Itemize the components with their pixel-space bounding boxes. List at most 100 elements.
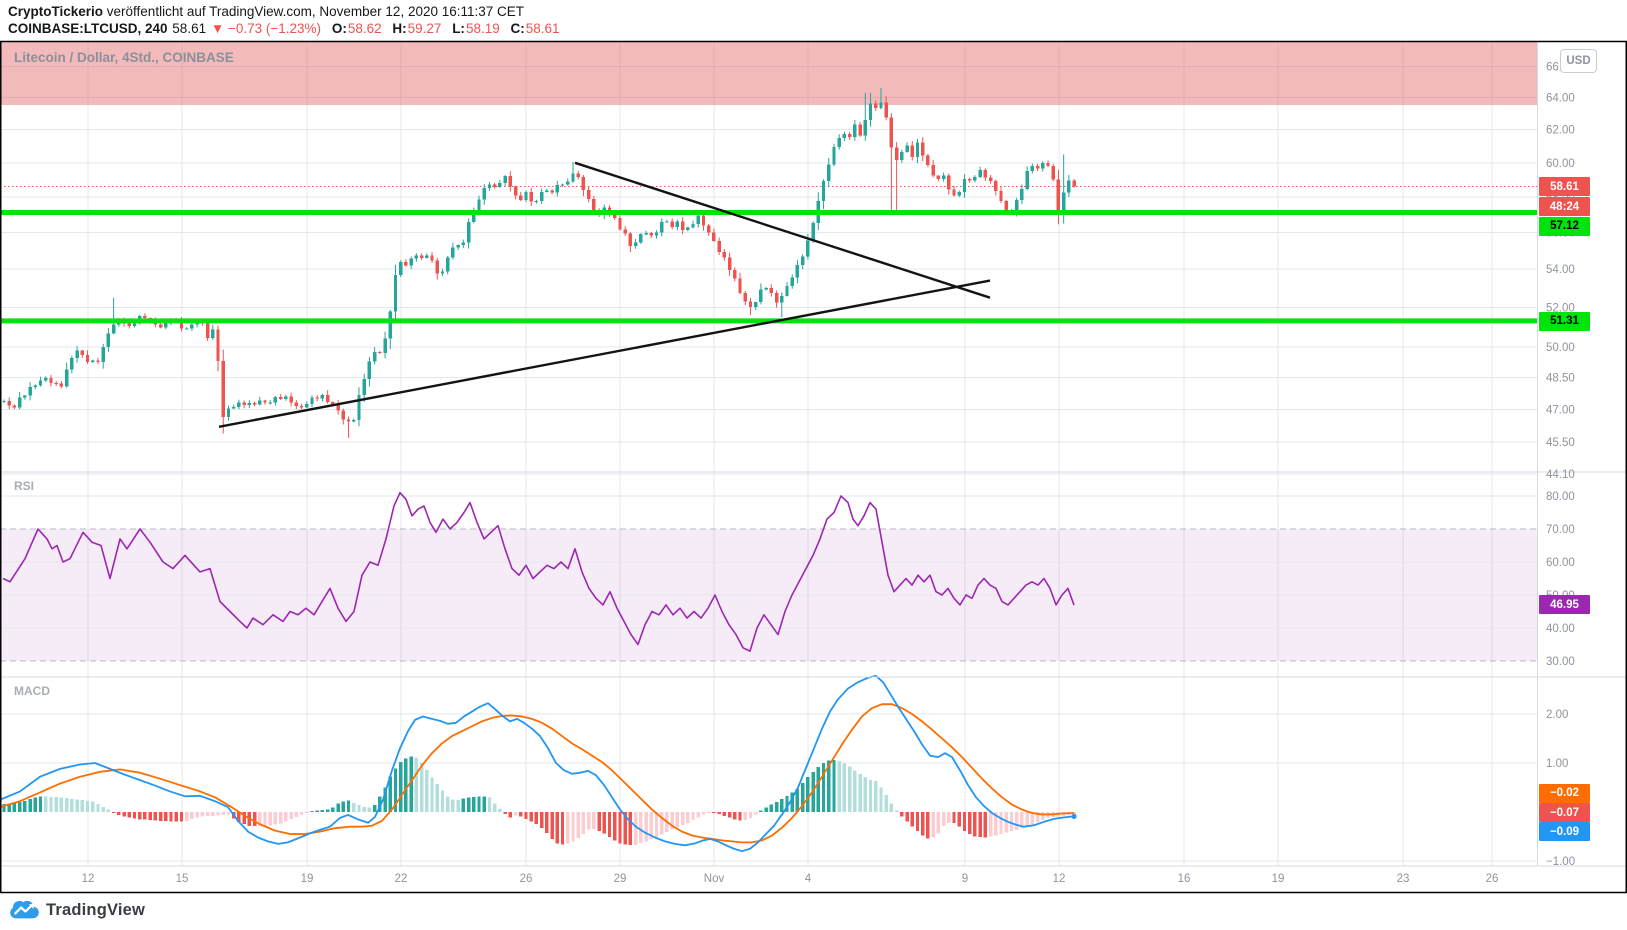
chart-frame-border bbox=[0, 40, 1627, 894]
candle-body bbox=[847, 133, 852, 138]
macd-histogram-bar bbox=[999, 812, 1003, 834]
price-axis[interactable] bbox=[1538, 42, 1627, 866]
candle-body bbox=[23, 395, 27, 398]
macd-histogram-bar bbox=[639, 812, 643, 844]
candle-body bbox=[988, 177, 993, 181]
macd-histogram-bar bbox=[258, 812, 262, 827]
macd-histogram-bar bbox=[931, 812, 935, 838]
candle-body bbox=[440, 271, 445, 274]
candle-body bbox=[393, 275, 398, 312]
rsi-tick-label: 30.00 bbox=[1546, 656, 1575, 668]
candle-body bbox=[660, 221, 664, 233]
candle-body bbox=[764, 287, 768, 290]
candle-body bbox=[2, 400, 6, 403]
candle-body bbox=[952, 189, 956, 196]
candle-body bbox=[487, 184, 492, 189]
macd-histogram-bar bbox=[174, 812, 178, 822]
candle-body bbox=[80, 350, 84, 355]
macd-histogram-bar bbox=[461, 798, 466, 812]
macd-histogram-bar bbox=[482, 796, 486, 812]
macd-histogram-bar bbox=[122, 812, 126, 817]
macd-histogram-bar bbox=[325, 809, 330, 812]
price-tick-label: 45.50 bbox=[1546, 437, 1575, 449]
tradingview-attribution-link[interactable]: TradingView bbox=[10, 899, 145, 921]
macd-histogram-bar bbox=[226, 812, 231, 815]
macd-histogram-bar bbox=[592, 812, 596, 830]
candle-body bbox=[310, 397, 314, 405]
macd-histogram-bar bbox=[185, 812, 189, 822]
time-tick-label: 22 bbox=[395, 873, 408, 885]
candle-body bbox=[748, 301, 753, 308]
candle-body bbox=[957, 192, 961, 196]
candle-body bbox=[592, 198, 596, 211]
currency-unit-button[interactable]: USD bbox=[1560, 49, 1597, 73]
candle-body bbox=[769, 287, 774, 294]
chart-legend-title: Litecoin / Dollar, 4Std., COINBASE bbox=[14, 50, 234, 65]
macd-histogram-bar bbox=[127, 812, 131, 818]
macd-histogram-bar bbox=[409, 756, 413, 812]
macd-histogram-bar bbox=[106, 809, 111, 812]
candle-body bbox=[482, 188, 486, 200]
candle-body bbox=[889, 117, 894, 148]
macd-histogram-bar bbox=[821, 763, 826, 812]
candle-body bbox=[905, 145, 909, 153]
macd-histogram-bar bbox=[529, 812, 533, 822]
macd-histogram-bar bbox=[774, 802, 779, 812]
macd-histogram-bar bbox=[597, 812, 601, 831]
macd-histogram-bar bbox=[1009, 812, 1014, 831]
candle-body bbox=[33, 385, 38, 388]
macd-histogram-bar bbox=[378, 796, 382, 812]
candle-body bbox=[1025, 171, 1029, 190]
macd-histogram-bar bbox=[1025, 812, 1029, 827]
symbol-interval: COINBASE:LTCUSD, 240 bbox=[8, 21, 168, 36]
macd-histogram-bar bbox=[1020, 812, 1024, 829]
candle-body bbox=[242, 402, 246, 406]
candle-body bbox=[936, 175, 941, 179]
candle-body bbox=[372, 351, 377, 362]
macd-histogram-bar bbox=[952, 812, 956, 824]
macd-histogram-bar bbox=[696, 812, 700, 818]
macd-tick-label: −1.00 bbox=[1546, 856, 1575, 868]
candle-body bbox=[675, 221, 680, 227]
candle-body bbox=[560, 184, 565, 186]
candle-body bbox=[85, 354, 90, 363]
macd-histogram-bar bbox=[7, 803, 11, 812]
macd-histogram-bar bbox=[800, 782, 805, 812]
macd-histogram-bar bbox=[759, 810, 763, 812]
price-tick-label: 48.50 bbox=[1546, 373, 1575, 385]
macd-histogram-bar bbox=[430, 777, 434, 812]
macd-histogram-bar bbox=[211, 812, 215, 816]
high-value: 59.27 bbox=[407, 21, 442, 36]
candle-body bbox=[190, 324, 194, 329]
candle-body bbox=[680, 221, 685, 231]
macd-histogram-bar bbox=[305, 812, 309, 813]
macd-histogram-bar bbox=[414, 757, 419, 812]
macd-histogram-bar bbox=[816, 767, 821, 812]
macd-signal-label: −0.02 bbox=[1539, 783, 1590, 803]
candle-body bbox=[211, 329, 215, 339]
macd-histogram-bar bbox=[560, 812, 565, 845]
macd-histogram-bar bbox=[733, 812, 737, 820]
macd-histogram-bar bbox=[686, 812, 690, 823]
macd-histogram-bar bbox=[419, 763, 424, 812]
macd-histogram-bar bbox=[827, 760, 831, 812]
vertical-grid bbox=[87, 42, 1493, 866]
candle-body bbox=[550, 190, 554, 193]
candle-body bbox=[414, 255, 419, 259]
candle-body bbox=[900, 152, 904, 160]
candle-body bbox=[357, 394, 361, 421]
macd-histogram-bar bbox=[513, 812, 518, 816]
candle-body bbox=[743, 292, 747, 302]
macd-histogram-bar bbox=[96, 803, 100, 812]
candle-body bbox=[863, 119, 867, 136]
candle-body bbox=[868, 103, 873, 120]
candle-body bbox=[759, 289, 763, 303]
close-label: C: bbox=[510, 21, 525, 36]
macd-histogram-bar bbox=[654, 812, 659, 837]
macd-histogram-bar bbox=[889, 803, 894, 812]
open-label: O: bbox=[331, 21, 347, 36]
time-axis[interactable] bbox=[0, 867, 1626, 892]
candle-body bbox=[492, 184, 497, 188]
macd-histogram-bar bbox=[519, 812, 523, 817]
